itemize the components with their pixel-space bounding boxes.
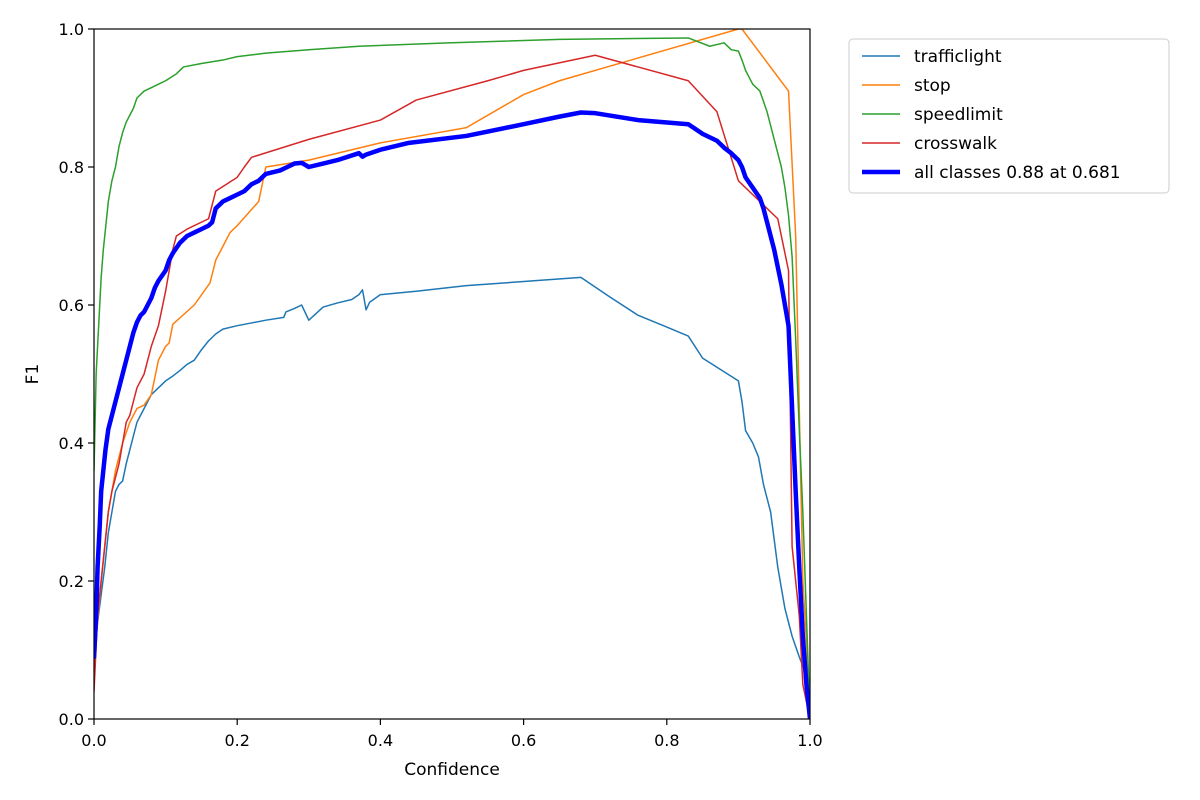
x-axis: 0.0 0.2 0.4 0.6 0.8 1.0 bbox=[81, 719, 823, 750]
y-tick-label: 0.6 bbox=[59, 296, 84, 315]
x-tick-label: 0.4 bbox=[368, 731, 393, 750]
plot-background bbox=[94, 29, 810, 719]
y-axis: 0.0 0.2 0.4 0.6 0.8 1.0 bbox=[59, 20, 94, 729]
legend-label: trafficlight bbox=[914, 47, 1002, 67]
y-tick-label: 1.0 bbox=[59, 20, 84, 39]
plot-frame bbox=[93, 28, 811, 720]
series-line-speedlimit bbox=[94, 37, 810, 719]
legend: trafficlight stop speedlimit crosswalk all c… bbox=[848, 38, 1170, 194]
legend-label: crosswalk bbox=[914, 134, 997, 154]
y-tick-label: 0.8 bbox=[59, 158, 84, 177]
x-tick-label: 0.0 bbox=[81, 731, 106, 750]
x-tick-label: 0.6 bbox=[511, 731, 536, 750]
y-tick-label: 0.2 bbox=[59, 572, 84, 591]
y-tick-label: 0.4 bbox=[59, 434, 84, 453]
x-tick-label: 1.0 bbox=[797, 731, 822, 750]
series-layer bbox=[94, 29, 810, 719]
legend-frame bbox=[848, 38, 1170, 194]
series-line-trafficlight bbox=[94, 276, 810, 686]
x-axis-label: Confidence bbox=[404, 760, 500, 780]
legend-label: all classes 0.88 at 0.681 bbox=[914, 163, 1121, 183]
x-tick-label: 0.2 bbox=[224, 731, 249, 750]
legend-label: speedlimit bbox=[914, 105, 1003, 125]
y-axis-label: F1 bbox=[23, 364, 43, 385]
x-tick-label: 0.8 bbox=[654, 731, 679, 750]
y-tick-label: 0.0 bbox=[59, 710, 84, 729]
series-line-crosswalk bbox=[94, 54, 810, 719]
series-line-stop bbox=[94, 29, 810, 706]
legend-label: stop bbox=[914, 76, 951, 96]
series-line-all bbox=[94, 110, 810, 719]
